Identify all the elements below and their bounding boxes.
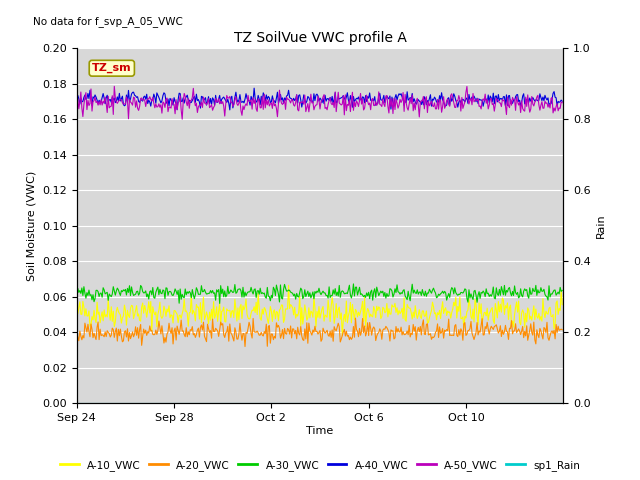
Text: No data for f_svp_A_05_VWC: No data for f_svp_A_05_VWC [33,16,183,27]
Legend: A-10_VWC, A-20_VWC, A-30_VWC, A-40_VWC, A-50_VWC, sp1_Rain: A-10_VWC, A-20_VWC, A-30_VWC, A-40_VWC, … [56,456,584,475]
Text: TZ_sm: TZ_sm [92,63,132,73]
Y-axis label: Soil Moisture (VWC): Soil Moisture (VWC) [27,170,36,281]
Title: TZ SoilVue VWC profile A: TZ SoilVue VWC profile A [234,32,406,46]
Y-axis label: Rain: Rain [596,213,606,238]
X-axis label: Time: Time [307,426,333,436]
